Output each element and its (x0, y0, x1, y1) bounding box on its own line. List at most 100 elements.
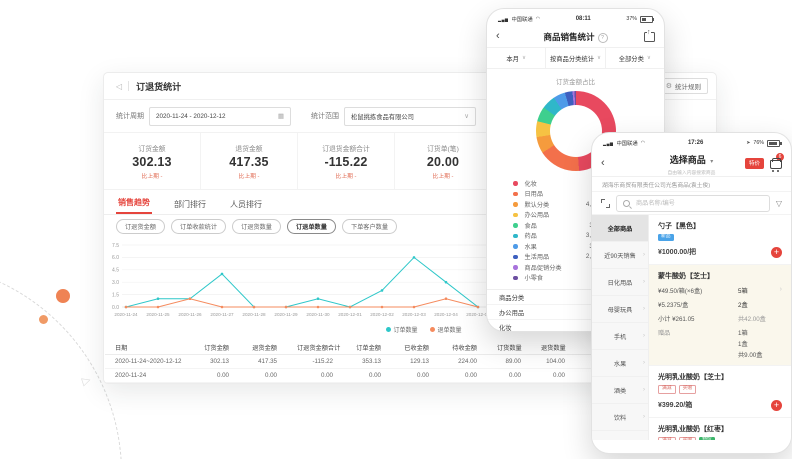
cell-value: 0.00 (191, 368, 239, 383)
tab-1[interactable]: 部门排行 (174, 200, 206, 209)
metric-pill-2[interactable]: 订退货数量 (232, 218, 281, 234)
promo-badge[interactable]: 特价 (744, 157, 764, 169)
stat-card-label: 退货金额 (235, 145, 263, 153)
scope-select[interactable]: 松鼠挑拣食品有限公司 ∨ (344, 106, 476, 126)
product-item-2[interactable]: 光明乳业酸奶【芝士】 满减 买赠 ¥399.20/箱 + (649, 366, 791, 418)
metric-pill-4[interactable]: 下单客户数量 (341, 218, 398, 234)
svg-text:4.5: 4.5 (112, 268, 119, 274)
legend-dot (513, 223, 518, 228)
legend-label: 日用品 (524, 191, 544, 199)
filter-funnel-icon[interactable]: ▽ (775, 198, 782, 208)
cell-value: 4.00 (439, 382, 487, 383)
detail-left: 小计 ¥261.05 (658, 315, 695, 323)
stat-card-value: 20.00 (426, 154, 460, 169)
tab-0[interactable]: 销售趋势 (116, 193, 152, 214)
gear-icon: ⚙ (665, 83, 672, 90)
metric-pill-1[interactable]: 订单收款统计 (170, 218, 227, 234)
product-item-0[interactable]: 勺子【黑色】 新品 ¥1000.00/把 + (649, 215, 791, 265)
product-item-1[interactable]: 蒙牛酸奶【芝士】 ¥49.50/箱(×6盒) 5箱 › ¥5.2375/盒 2盒 小计 ¥2… (649, 264, 791, 366)
filter-label: 本月 (506, 55, 519, 63)
sidebar-item-6[interactable]: 酒类 › (592, 377, 648, 404)
phone2-nav-bar: ‹ 选择商品 ▾ 自由输入内容搜索商品 特价 6 (592, 150, 791, 177)
detail-left: ¥5.2375/盒 (658, 301, 689, 309)
sidebar-item-1[interactable]: 近90天销售 › (592, 242, 648, 269)
product-detail-row: 小计 ¥261.05 共42.00盒 (658, 314, 782, 323)
sidebar-item-3[interactable]: 母婴玩具 › (592, 296, 648, 323)
clock: 08:11 (575, 16, 591, 22)
filter-label: 全部分类 (618, 55, 644, 63)
add-to-cart-button[interactable]: + (771, 246, 782, 258)
phone2-title[interactable]: 选择商品 (669, 155, 706, 165)
product-price-row: ¥1000.00/把 + (658, 246, 782, 258)
chevron-right-icon: › (643, 414, 645, 420)
legend-item-1[interactable]: 退单数量 (429, 325, 462, 334)
legend-dot (513, 181, 518, 186)
gift-lines: 1箱 1盒 共9.00盒 (738, 328, 762, 359)
table-row[interactable]: 2020-11-24~2020-12-12 302.13 417.35 -115.22… (105, 354, 715, 369)
cell-value: 0.00 (531, 368, 575, 383)
location-icon: ➤ (746, 140, 751, 146)
stat-card-compare: 比上期 - (335, 173, 357, 180)
sidebar-item-0[interactable]: 全部商品 (592, 215, 648, 242)
sidebar-item-2[interactable]: 日化用品 › (592, 269, 648, 296)
stat-card-label: 订退货金额合计 (322, 145, 370, 153)
product-tag: 买赠 (678, 384, 697, 394)
product-price: ¥399.20/箱 (658, 402, 693, 410)
filter-bar: 统计周期 2020-11-24 - 2020-12-12 ▦ 统计范围 松鼠挑拣… (104, 100, 716, 133)
sidebar-item-5[interactable]: 水果 › (592, 350, 648, 377)
back-icon[interactable]: ◁ (116, 81, 123, 91)
back-chevron-icon[interactable]: ‹ (601, 156, 605, 169)
column-header: 退货金额 (239, 341, 287, 355)
chevron-right-icon: › (643, 333, 645, 339)
legend-label: 退单数量 (437, 328, 462, 334)
product-name: 蒙牛酸奶【芝士】 (658, 272, 714, 280)
battery-percent: 76% (753, 140, 764, 146)
back-chevron-icon[interactable]: ‹ (496, 30, 500, 42)
add-to-cart-button[interactable]: + (771, 399, 782, 411)
cell-value: -115.22 (287, 354, 343, 369)
legend-item-0[interactable]: 订单数量 (385, 325, 418, 334)
search-input[interactable] (634, 198, 763, 208)
tab-2[interactable]: 人员排行 (230, 200, 262, 209)
legend-dot (513, 212, 518, 217)
cell-date: 2020-11-25 (105, 382, 191, 383)
detail-left: ¥49.50/箱(×6盒) (658, 287, 703, 295)
column-header: 订单金额 (343, 341, 391, 355)
cell-date: 2020-11-24 (105, 368, 191, 383)
sidebar-item-7[interactable]: 饮料 › (592, 404, 648, 431)
search-row: ▽ (592, 192, 791, 215)
cell-value: 0.00 (343, 368, 391, 383)
product-item-3[interactable]: 光明乳业酸奶【红枣】满减买赠特价 (649, 418, 791, 440)
help-icon[interactable]: ? (597, 32, 608, 43)
svg-text:2020-11-25: 2020-11-25 (146, 312, 170, 317)
cell-value: 0.00 (391, 382, 439, 383)
legend-dot (513, 191, 518, 196)
metric-pill-3[interactable]: 订退单数量 (287, 218, 336, 234)
svg-text:6.0: 6.0 (112, 255, 119, 261)
wifi-icon: ◠ (535, 16, 541, 22)
detail-right: 2盒 (738, 301, 748, 309)
product-detail-row: ¥5.2375/盒 2盒 (658, 300, 782, 309)
cart-icon[interactable] (770, 158, 782, 172)
phone1-filter-1[interactable]: 按商品分类统计 ∨ (546, 48, 606, 68)
chevron-right-icon[interactable]: › (779, 285, 782, 293)
metric-pill-0[interactable]: 订退货金额 (116, 218, 165, 234)
stat-card-compare: 比上期 - (141, 173, 163, 180)
search-input-box[interactable] (616, 194, 770, 212)
svg-text:0.0: 0.0 (112, 305, 119, 311)
legend-dot (513, 244, 518, 249)
legend-dot (513, 275, 518, 280)
share-icon[interactable] (644, 28, 655, 42)
stats-rule-button[interactable]: ⚙ 统计规则 (658, 78, 708, 94)
phone1-filter-2[interactable]: 全部分类 ∨ (606, 48, 664, 68)
scan-icon[interactable] (601, 198, 610, 208)
sidebar-item-8[interactable]: 多规格 (592, 431, 648, 440)
date-range-input[interactable]: 2020-11-24 - 2020-12-12 ▦ (149, 106, 291, 126)
phone1-filter-0[interactable]: 本月 ∨ (487, 48, 547, 68)
filter-label: 按商品分类统计 (549, 55, 595, 63)
clock: 17:26 (687, 140, 704, 146)
svg-text:2020-11-26: 2020-11-26 (178, 312, 202, 317)
sidebar-item-4[interactable]: 手机 › (592, 323, 648, 350)
phone1-title: 商品销售统计? (487, 31, 664, 43)
stat-card-value: -115.22 (324, 154, 368, 169)
